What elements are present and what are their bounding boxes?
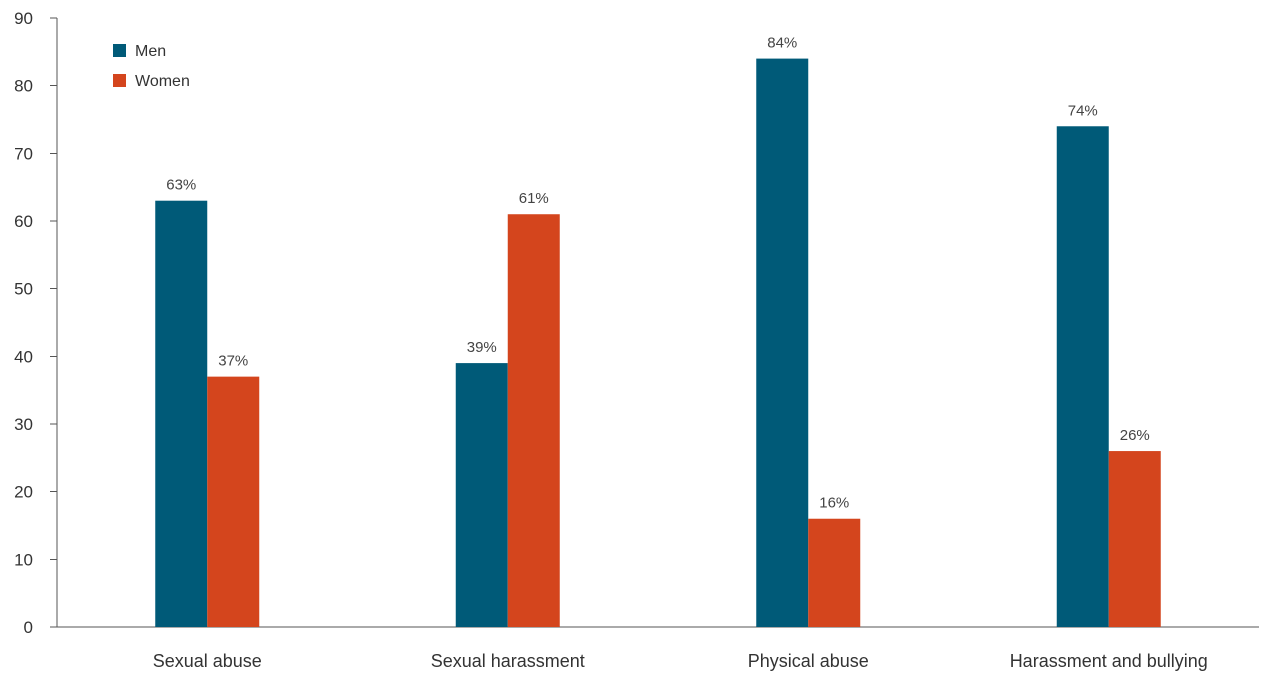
y-tick-label: 20 xyxy=(14,483,33,502)
y-tick-label: 40 xyxy=(14,347,33,366)
data-labels: 63% 37% 39% 61% 84% 16% 74% 26% xyxy=(166,35,1150,512)
bar-men xyxy=(455,363,508,627)
y-tick-label: 10 xyxy=(14,550,33,569)
y-tick-label: 0 xyxy=(24,618,33,637)
y-tick-label: 50 xyxy=(14,280,33,299)
bars xyxy=(155,58,1161,628)
bar-women xyxy=(808,518,861,627)
bar-data-label: 74% xyxy=(1068,102,1098,119)
bar-men xyxy=(1056,126,1109,628)
x-category-label: Physical abuse xyxy=(748,651,869,671)
x-category-label: Harassment and bullying xyxy=(1010,651,1208,671)
legend: Men Women xyxy=(113,43,190,90)
legend-label-women: Women xyxy=(135,73,190,90)
legend-swatch-men xyxy=(113,44,126,57)
legend-label-men: Men xyxy=(135,43,166,60)
bar-women xyxy=(207,376,260,627)
bar-men xyxy=(155,200,208,627)
bar-data-label: 39% xyxy=(467,339,497,356)
bar-data-label: 26% xyxy=(1120,427,1150,444)
x-category-label: Sexual abuse xyxy=(153,651,262,671)
x-category-label: Sexual harassment xyxy=(431,651,585,671)
bar-women xyxy=(507,214,560,627)
bar-data-label: 16% xyxy=(819,495,849,512)
axes: 0 10 20 30 40 50 60 70 80 90 Sexual abuse Sexual ha… xyxy=(14,9,1259,671)
bar-women xyxy=(1108,451,1161,627)
y-tick-label: 70 xyxy=(14,144,33,163)
bar-data-label: 63% xyxy=(166,177,196,194)
bar-data-label: 84% xyxy=(767,35,797,52)
bar-data-label: 37% xyxy=(218,353,248,370)
y-tick-label: 90 xyxy=(14,9,33,28)
bar-men xyxy=(756,58,809,628)
y-tick-label: 30 xyxy=(14,415,33,434)
y-tick-label: 80 xyxy=(14,77,33,96)
y-tick-label: 60 xyxy=(14,212,33,231)
legend-swatch-women xyxy=(113,74,126,87)
bar-data-label: 61% xyxy=(519,190,549,207)
